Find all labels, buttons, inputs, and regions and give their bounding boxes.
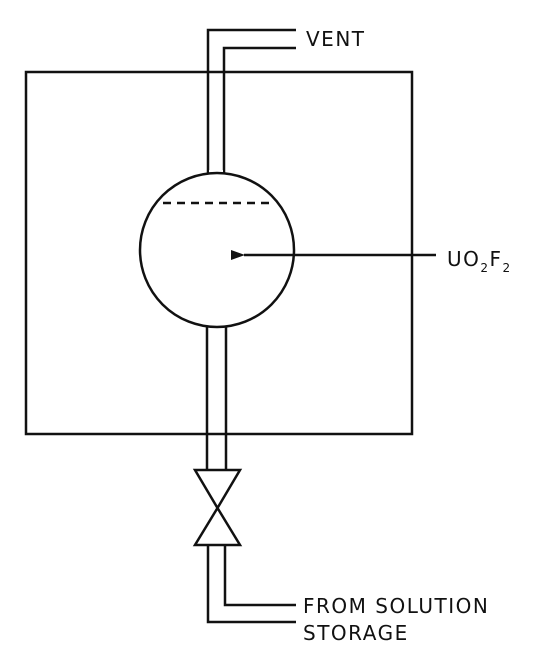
- enclosure-box: [24, 70, 414, 436]
- source-label-line1: FROM SOLUTION: [303, 594, 489, 618]
- formula-f: F: [490, 247, 503, 271]
- spherical-vessel: [138, 170, 296, 330]
- formula-o-subscript: 2: [480, 261, 489, 275]
- formula-o: O: [463, 247, 480, 271]
- feed-pipe-lower: [206, 545, 296, 624]
- feed-pipe-upper: [205, 325, 228, 470]
- formula-f-subscript: 2: [503, 261, 512, 275]
- source-label-line2: STORAGE: [303, 621, 409, 645]
- vent-pipe: [206, 28, 296, 176]
- valve: [192, 468, 243, 547]
- vent-label: VENT: [306, 27, 366, 51]
- formula-u: U: [447, 247, 463, 271]
- formula-label: UO2F2: [447, 247, 512, 275]
